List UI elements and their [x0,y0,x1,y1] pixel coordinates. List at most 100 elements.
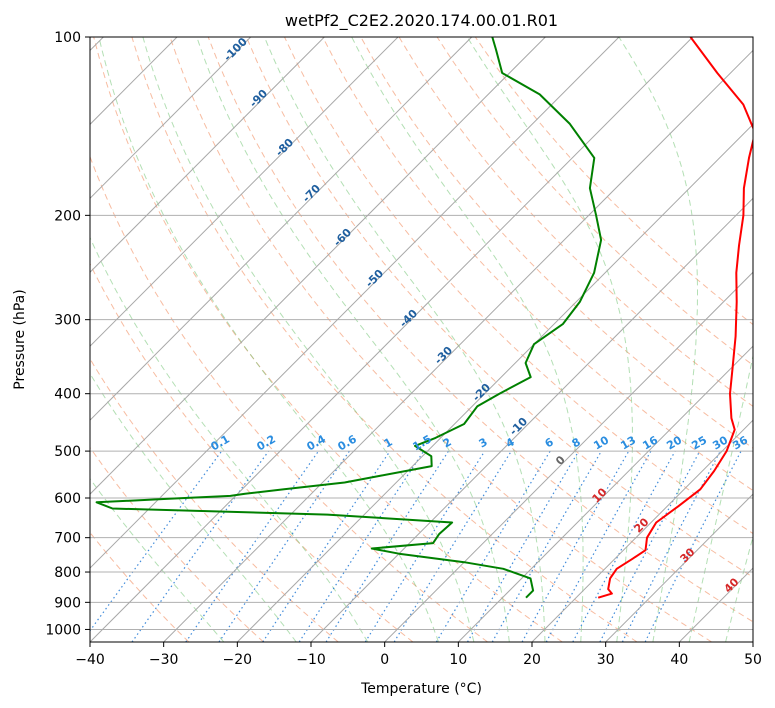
moist-adiabat-label: -80 [273,136,296,159]
mixing-ratio-label: 20 [664,433,684,452]
moist-adiabat-label: -90 [247,87,270,110]
isotherm-line [90,37,325,273]
moist-adiabat [263,37,546,642]
dry-adiabat [90,446,264,642]
dry-adiabat [169,37,712,642]
x-tick-label: 40 [670,652,688,668]
y-tick-label: 500 [54,444,81,460]
mixing-ratio-label: 13 [618,434,638,453]
moist-adiabat-label: -50 [363,267,386,290]
y-tick-label: 100 [54,30,81,46]
moist-adiabat [618,37,698,642]
mixing-ratio-label: 36 [730,433,750,452]
y-tick-label: 1000 [45,622,81,638]
mixing-ratio-line [90,450,223,632]
mixing-ratio-line [185,450,319,642]
moist-adiabat-label: -70 [300,182,323,205]
adiabat-labels: -100-90-80-70-60-50-40-30-20-10010203040… [209,35,751,596]
mixing-ratio-line [599,450,701,642]
dry-adiabat [93,37,563,642]
dry-adiabat [207,37,753,623]
mixing-ratio-label: 0.2 [255,432,278,453]
moist-adiabat [90,372,297,642]
dry-adiabat [131,37,638,642]
isobar-grid [90,37,753,630]
isotherm-line [90,37,473,421]
isotherm-line [90,37,620,569]
x-tick-label: −30 [149,652,179,668]
mixing-ratio-line [262,450,391,642]
moist-adiabat-label: -100 [221,35,250,64]
mixing-ratio-label: 8 [570,435,583,450]
x-tick-label: −20 [223,652,253,668]
moist-adiabat-label: 40 [722,575,742,595]
y-tick-label: 200 [54,208,81,224]
moist-adiabat [90,477,225,642]
mixing-ratio-label: 0.6 [336,432,360,453]
moist-adiabat [196,37,510,642]
mixing-ratio-line [435,450,551,642]
moist-adiabat-label: -30 [432,344,455,367]
moist-adiabat [725,535,753,642]
mixing-ratio-label: 0.1 [209,432,232,453]
isotherm-line [163,49,753,642]
moist-adiabat [142,37,475,642]
isotherm-line [752,641,753,642]
isotherm-grid [90,37,753,642]
isotherm-line [236,123,753,642]
isotherm-line [384,271,753,642]
moist-adiabat [98,37,439,642]
mixing-ratio-line [218,450,350,642]
dry-adiabat [322,37,753,492]
temperature-profile-line [597,37,753,599]
dry-adiabat [90,262,414,642]
isotherm-line [457,345,753,642]
y-tick-label: 700 [54,531,81,547]
y-tick-label: 600 [54,491,81,507]
x-tick-label: 0 [380,652,389,668]
mixing-ratio-line [572,450,676,642]
x-tick-label: 30 [597,652,615,668]
plot-frame [89,36,754,643]
dry-adiabat [245,37,753,578]
moist-adiabat-label: 10 [590,485,610,505]
moist-adiabat-label: -20 [470,381,493,404]
y-axis-label: Pressure (hPa) [12,289,28,389]
moist-adiabat [688,353,753,642]
mixing-ratio-line [545,450,652,642]
x-axis-label: Temperature (°C) [360,681,482,697]
mixing-ratio-line [466,450,580,642]
moist-adiabat-label: 20 [632,515,652,535]
dry-adiabat [90,357,339,642]
mixing-ratio-line [298,450,425,642]
isotherm-line [90,37,546,495]
dry-adiabat [436,37,753,366]
dry-adiabat [284,37,753,535]
y-tick-label: 900 [54,595,81,611]
mixing-ratio-line [364,450,486,642]
mixing-ratio-label: 10 [591,433,611,452]
mixing-ratio-label: 16 [640,433,660,452]
y-tick-label: 300 [54,313,81,329]
isotherm-line [90,37,399,347]
profile-lines [95,37,753,599]
dry-adiabat [474,37,753,326]
isotherm-line [90,37,252,200]
x-tick-label: 50 [744,652,762,668]
y-tick-label: 800 [54,565,81,581]
dry-adiabat [90,155,488,642]
moist-adiabat-label: -40 [397,307,420,330]
x-tick-label: −40 [75,652,105,668]
isotherm-line [531,419,753,642]
background-lines [90,37,753,642]
mixing-ratio-label: 25 [689,434,709,453]
mixing-ratio-label: 1.5 [411,432,434,453]
moist-adiabat-label: 30 [678,545,698,565]
x-tick-label: 10 [449,652,467,668]
isotherm-line [310,197,753,642]
y-tick-label: 400 [54,387,81,403]
dewpoint-profile-line [95,37,603,599]
moist-adiabat-label: -60 [331,226,354,249]
